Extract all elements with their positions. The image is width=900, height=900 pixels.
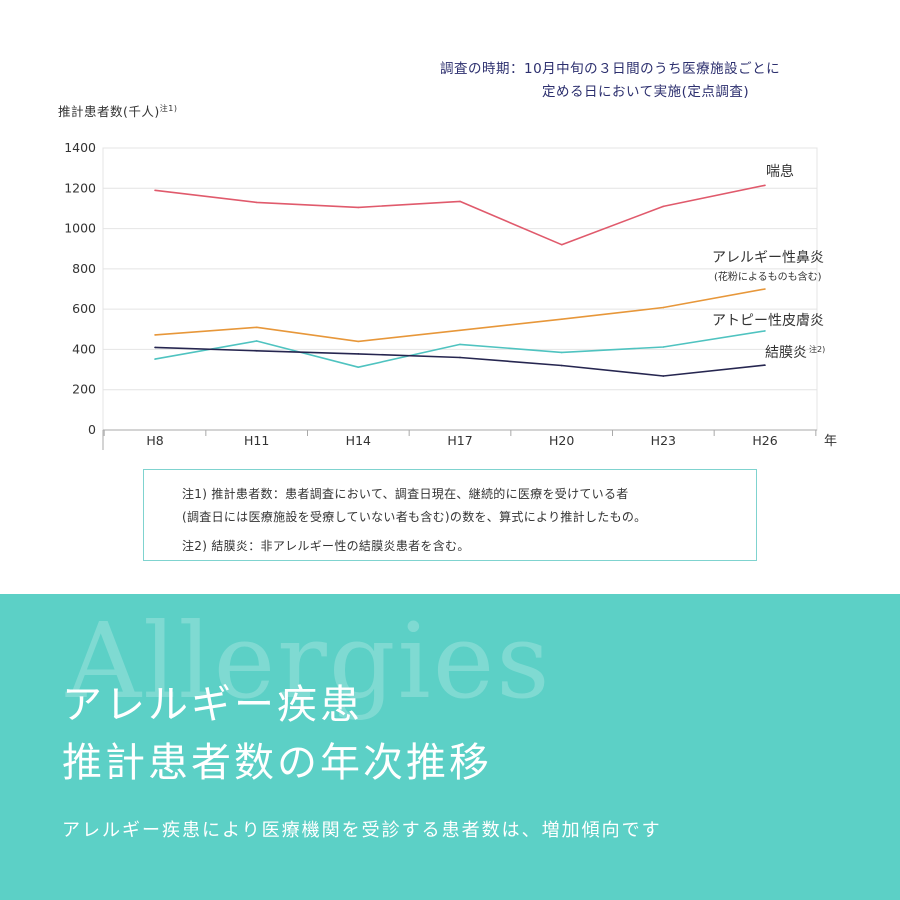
survey-period-note: 調査の時期：10月中旬の３日間のうち医療施設ごとに 定める日において実施(定点調…: [440, 58, 880, 104]
data-point: [662, 205, 665, 208]
x-tick-label: H20: [549, 433, 574, 448]
y-tick-label: 1400: [64, 140, 96, 155]
plot-frame: [102, 147, 818, 431]
data-point: [764, 330, 766, 332]
headline-line2: 推計患者数の年次推移: [62, 740, 492, 786]
x-tick-label: H23: [651, 433, 676, 448]
series-label: 結膜炎 注2): [765, 344, 825, 361]
data-point: [662, 306, 665, 309]
y-tick-label: 400: [72, 341, 96, 356]
y-axis-label-text: 推計患者数(千人): [58, 104, 160, 119]
series-line: [154, 184, 766, 246]
note2: 注2) 結膜炎：非アレルギー性の結膜炎患者を含む。: [182, 539, 470, 553]
data-point: [357, 340, 360, 343]
data-point: [560, 351, 563, 354]
series-label: 喘息: [766, 163, 794, 180]
series-line: [154, 288, 766, 343]
data-point: [560, 318, 563, 321]
y-tick-label: 600: [72, 301, 96, 316]
y-tick-label: 1000: [64, 221, 96, 236]
series-line: [154, 346, 766, 377]
series-label: アレルギー性鼻炎: [712, 249, 824, 266]
y-axis-label: 推計患者数(千人)注1): [58, 101, 177, 120]
data-point: [154, 189, 156, 192]
note1-line1: 注1) 推計患者数：患者調査において、調査日現在、継続的に医療を受けている者: [182, 487, 629, 501]
survey-note-line1: 調査の時期：10月中旬の３日間のうち医療施設ごとに: [440, 61, 781, 77]
series-sublabel: (花粉によるものも含む): [714, 270, 822, 283]
data-point: [255, 350, 258, 352]
x-tick-label: H14: [346, 433, 371, 448]
data-point: [154, 334, 156, 336]
series-label: アトピー性皮膚炎: [712, 313, 824, 329]
x-axis-unit: 年: [824, 434, 837, 449]
notes-box: 注1) 推計患者数：患者調査において、調査日現在、継続的に医療を受けている者 (…: [143, 469, 757, 561]
data-point: [764, 184, 766, 187]
data-point: [459, 343, 461, 346]
y-tick-label: 200: [72, 382, 96, 397]
data-point: [764, 288, 766, 290]
data-point: [764, 364, 766, 366]
x-tick-label: H26: [752, 433, 777, 448]
data-point: [357, 366, 360, 368]
data-point: [154, 358, 156, 360]
data-point: [560, 364, 563, 367]
x-tick-label: H8: [146, 433, 163, 448]
x-tick-label: H11: [244, 433, 269, 448]
data-point: [459, 329, 461, 332]
y-tick-label: 800: [72, 261, 96, 276]
data-point: [560, 243, 563, 246]
data-point: [459, 200, 461, 203]
x-tick-label: H17: [447, 433, 472, 448]
data-point: [255, 201, 258, 204]
data-point: [255, 326, 258, 329]
data-point: [357, 206, 360, 209]
data-point: [662, 346, 665, 348]
data-point: [662, 375, 665, 377]
y-axis-label-note: 注1): [159, 103, 178, 113]
data-point: [154, 346, 156, 349]
data-point: [459, 356, 461, 359]
headline: アレルギー疾患 推計患者数の年次推移: [62, 676, 492, 792]
note1-line2: (調査日には医療施設を受療していない者も含む)の数を、算式により推計したもの。: [182, 510, 647, 524]
title-banner: Allergies アレルギー疾患 推計患者数の年次推移 アレルギー疾患により医…: [0, 594, 900, 900]
line-chart: 0 200 400 600 800 1000 1200 1400 H8 H11 H14 H17 H20 H…: [64, 140, 837, 450]
series-label-note: 注2): [809, 344, 825, 354]
survey-note-line2: 定める日において実施(定点調査): [542, 84, 750, 100]
y-tick-label: 0: [88, 422, 96, 437]
background-word: Allergies: [66, 600, 552, 722]
data-point: [255, 340, 258, 342]
data-point: [357, 353, 360, 355]
headline-line1: アレルギー疾患: [62, 682, 363, 728]
y-tick-label: 1200: [64, 180, 96, 195]
subline: アレルギー疾患により医療機関を受診する患者数は、増加傾向です: [62, 820, 662, 841]
